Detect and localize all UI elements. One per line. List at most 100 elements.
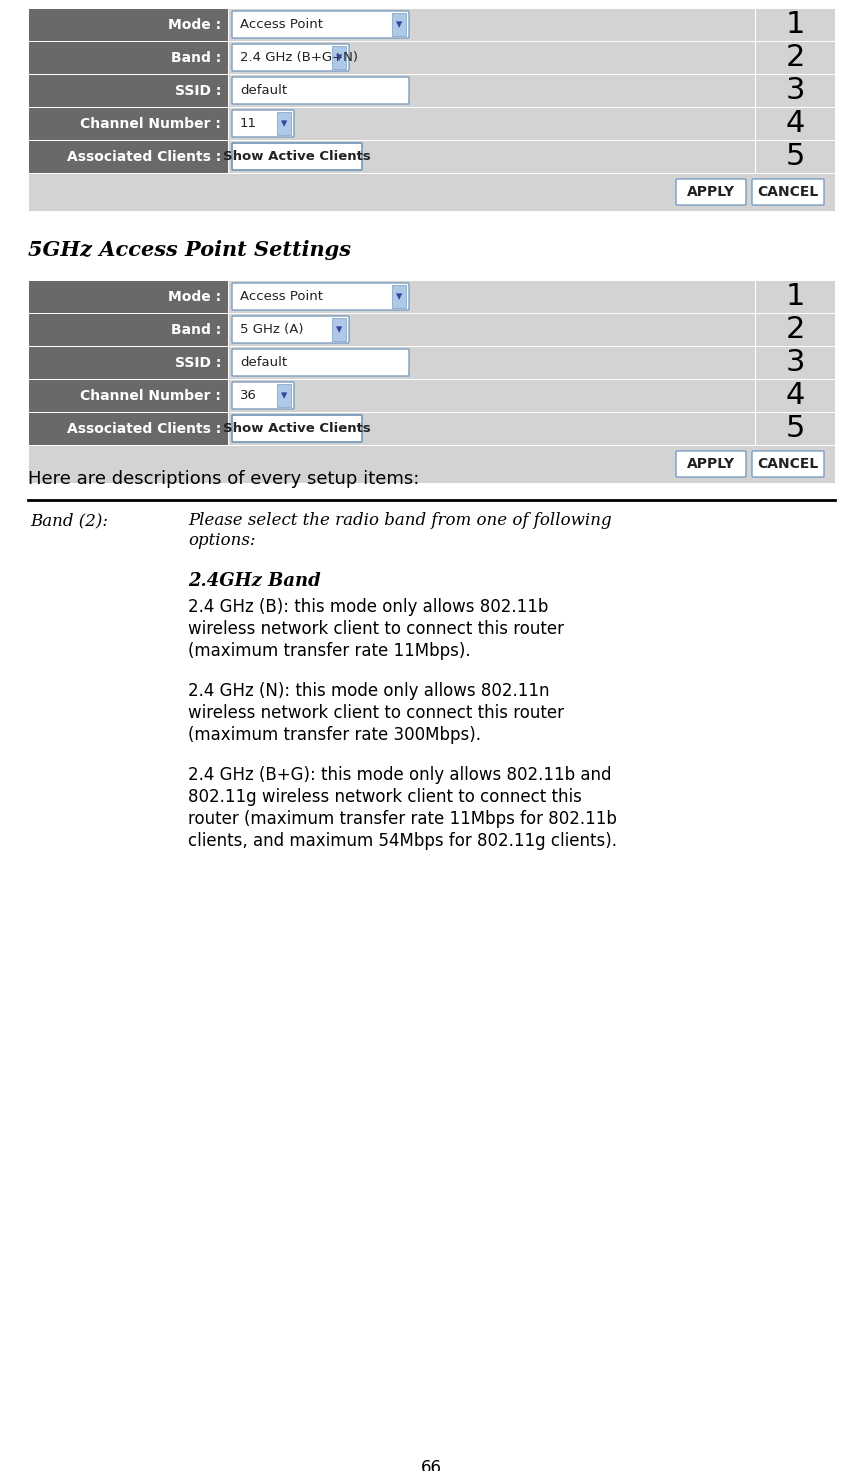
Text: options:: options: <box>188 533 255 549</box>
Text: 1: 1 <box>785 10 804 40</box>
FancyBboxPatch shape <box>232 110 294 137</box>
Text: (maximum transfer rate 300Mbps).: (maximum transfer rate 300Mbps). <box>188 727 481 744</box>
Text: Show Active Clients: Show Active Clients <box>224 422 371 435</box>
Text: ▾: ▾ <box>396 18 402 31</box>
Text: 3: 3 <box>785 76 805 104</box>
Text: 2.4 GHz (N): this mode only allows 802.11n: 2.4 GHz (N): this mode only allows 802.1… <box>188 683 550 700</box>
Text: 802.11g wireless network client to connect this: 802.11g wireless network client to conne… <box>188 788 582 806</box>
Text: Band (2):: Band (2): <box>30 512 108 530</box>
Text: Mode :: Mode : <box>168 18 221 31</box>
FancyBboxPatch shape <box>232 415 362 441</box>
Bar <box>755 412 835 446</box>
Bar <box>277 112 291 135</box>
FancyBboxPatch shape <box>232 10 409 38</box>
Text: 4: 4 <box>785 381 804 410</box>
Text: Please select the radio band from one of following: Please select the radio band from one of… <box>188 512 612 530</box>
Text: Here are descriptions of every setup items:: Here are descriptions of every setup ite… <box>28 471 419 488</box>
Text: Band :: Band : <box>171 322 221 337</box>
Bar <box>228 279 755 313</box>
Text: Mode :: Mode : <box>168 290 221 303</box>
Text: SSID :: SSID : <box>174 84 221 97</box>
Text: Band :: Band : <box>171 50 221 65</box>
Text: 66: 66 <box>421 1459 442 1471</box>
Text: Access Point: Access Point <box>240 290 323 303</box>
Text: Associated Clients :: Associated Clients : <box>66 422 221 435</box>
FancyBboxPatch shape <box>232 349 409 377</box>
Bar <box>28 107 228 140</box>
Bar <box>392 285 406 307</box>
Bar <box>228 380 755 412</box>
Bar <box>28 412 228 446</box>
Bar <box>755 380 835 412</box>
Text: ▾: ▾ <box>336 324 342 335</box>
FancyBboxPatch shape <box>232 143 362 171</box>
Text: CANCEL: CANCEL <box>758 457 819 471</box>
Bar <box>392 13 406 35</box>
FancyBboxPatch shape <box>752 179 824 204</box>
Bar <box>228 7 755 41</box>
Text: 2: 2 <box>785 43 804 72</box>
Text: 2.4 GHz (B): this mode only allows 802.11b: 2.4 GHz (B): this mode only allows 802.1… <box>188 599 548 616</box>
Bar <box>28 140 228 174</box>
Bar <box>228 41 755 74</box>
FancyBboxPatch shape <box>232 382 294 409</box>
Text: ▾: ▾ <box>336 51 342 65</box>
Bar <box>28 7 228 41</box>
FancyBboxPatch shape <box>232 76 409 104</box>
Text: SSID :: SSID : <box>174 356 221 369</box>
FancyBboxPatch shape <box>676 452 746 477</box>
Text: 36: 36 <box>240 388 257 402</box>
Text: Associated Clients :: Associated Clients : <box>66 150 221 163</box>
Bar <box>755 313 835 346</box>
Bar <box>28 380 228 412</box>
Bar <box>28 346 228 380</box>
Text: APPLY: APPLY <box>687 457 735 471</box>
Text: Channel Number :: Channel Number : <box>80 116 221 131</box>
Bar <box>228 74 755 107</box>
Text: ▾: ▾ <box>396 290 402 303</box>
Bar <box>28 446 835 482</box>
Bar <box>28 74 228 107</box>
Text: default: default <box>240 356 287 369</box>
FancyBboxPatch shape <box>676 179 746 204</box>
Bar <box>755 140 835 174</box>
Bar <box>28 41 228 74</box>
Text: Show Active Clients: Show Active Clients <box>224 150 371 163</box>
FancyBboxPatch shape <box>232 282 409 310</box>
Bar <box>28 174 835 210</box>
Text: wireless network client to connect this router: wireless network client to connect this … <box>188 705 564 722</box>
Text: 2: 2 <box>785 315 804 344</box>
Bar <box>228 412 755 446</box>
Text: 5GHz Access Point Settings: 5GHz Access Point Settings <box>28 240 351 260</box>
Text: 5 GHz (A): 5 GHz (A) <box>240 324 304 335</box>
Text: ▾: ▾ <box>280 118 287 129</box>
Bar <box>228 346 755 380</box>
Text: (maximum transfer rate 11Mbps).: (maximum transfer rate 11Mbps). <box>188 641 470 660</box>
FancyBboxPatch shape <box>232 44 349 71</box>
Text: Access Point: Access Point <box>240 18 323 31</box>
Bar <box>755 41 835 74</box>
Text: router (maximum transfer rate 11Mbps for 802.11b: router (maximum transfer rate 11Mbps for… <box>188 811 617 828</box>
Bar <box>228 107 755 140</box>
Bar <box>277 384 291 407</box>
Text: 5: 5 <box>785 413 804 443</box>
Text: wireless network client to connect this router: wireless network client to connect this … <box>188 619 564 638</box>
Bar <box>755 107 835 140</box>
Bar <box>228 140 755 174</box>
Text: 1: 1 <box>785 282 804 310</box>
Text: 11: 11 <box>240 118 257 129</box>
Text: 3: 3 <box>785 349 805 377</box>
Text: 4: 4 <box>785 109 804 138</box>
Bar <box>755 279 835 313</box>
Text: 2.4 GHz (B+G+N): 2.4 GHz (B+G+N) <box>240 51 358 65</box>
Bar <box>332 318 346 341</box>
Text: 2.4GHz Band: 2.4GHz Band <box>188 572 321 590</box>
Text: APPLY: APPLY <box>687 185 735 199</box>
FancyBboxPatch shape <box>752 452 824 477</box>
Bar <box>755 74 835 107</box>
Text: ▾: ▾ <box>280 388 287 402</box>
Text: Channel Number :: Channel Number : <box>80 388 221 403</box>
Text: default: default <box>240 84 287 97</box>
Bar <box>755 346 835 380</box>
Text: 2.4 GHz (B+G): this mode only allows 802.11b and: 2.4 GHz (B+G): this mode only allows 802… <box>188 766 612 784</box>
